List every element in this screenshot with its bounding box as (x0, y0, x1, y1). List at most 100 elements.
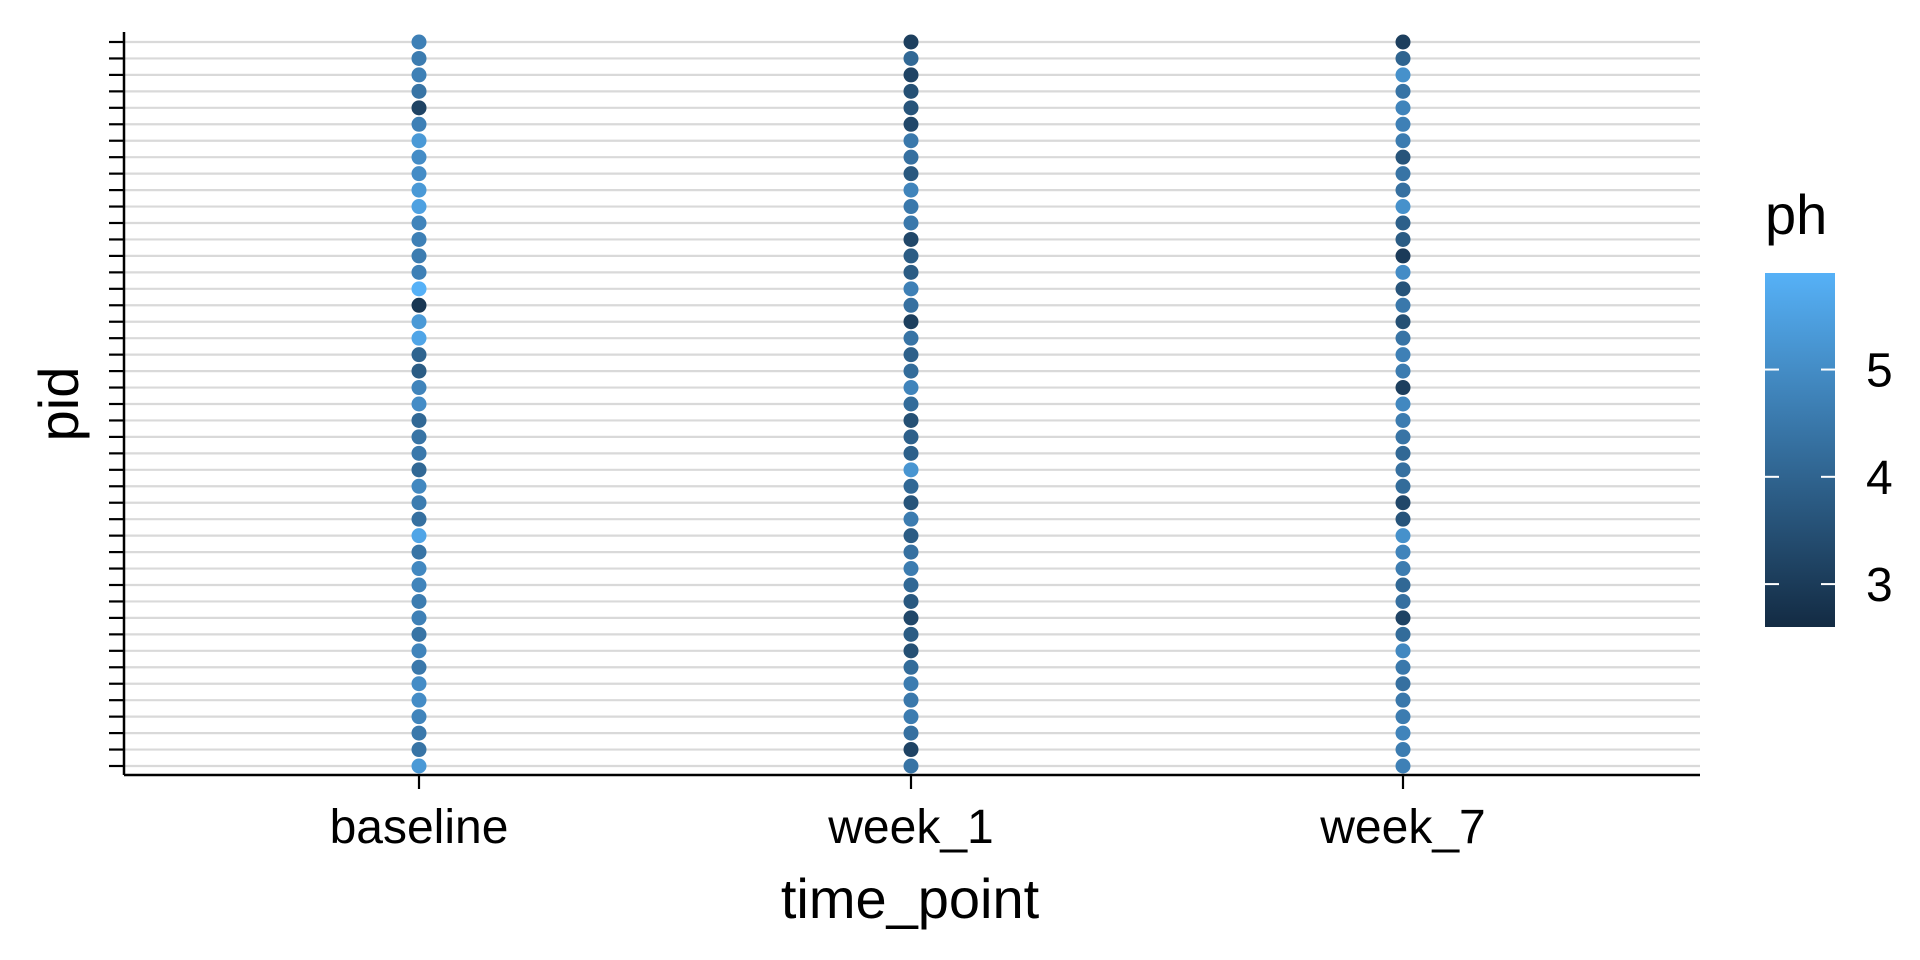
data-point (411, 610, 427, 626)
data-point (411, 692, 427, 708)
legend-title: ph (1765, 183, 1827, 246)
data-point (411, 396, 427, 412)
data-point (903, 166, 919, 182)
data-point (411, 264, 427, 280)
data-point (1395, 100, 1411, 116)
data-point (411, 199, 427, 215)
data-point (1395, 593, 1411, 609)
data-point (903, 495, 919, 511)
data-point (1395, 692, 1411, 708)
data-points (411, 34, 1411, 774)
data-point (903, 215, 919, 231)
y-axis-ticks (109, 40, 124, 768)
data-point (1395, 495, 1411, 511)
data-point (1395, 264, 1411, 280)
data-point (903, 478, 919, 494)
data-point (903, 593, 919, 609)
data-point (903, 248, 919, 264)
data-point (1395, 429, 1411, 445)
data-point (411, 626, 427, 642)
data-point (411, 659, 427, 675)
data-point (1395, 725, 1411, 741)
data-point (903, 330, 919, 346)
data-point (411, 314, 427, 330)
data-point (1395, 347, 1411, 363)
data-point (411, 248, 427, 264)
data-point (1395, 610, 1411, 626)
data-point (1395, 462, 1411, 478)
data-point (1395, 297, 1411, 313)
data-point (411, 462, 427, 478)
x-axis: baseline week_1 week_7 (330, 775, 1486, 854)
data-point (411, 643, 427, 659)
data-point (903, 133, 919, 149)
legend-colorbar (1765, 273, 1835, 627)
x-tick-label: baseline (330, 801, 509, 854)
data-point (1395, 478, 1411, 494)
data-point (1395, 199, 1411, 215)
y-axis-title: pid (27, 367, 90, 442)
data-point (903, 149, 919, 165)
data-point (1395, 166, 1411, 182)
data-point (903, 67, 919, 83)
data-point (903, 528, 919, 544)
data-point (411, 297, 427, 313)
data-point (903, 544, 919, 560)
data-point (903, 758, 919, 774)
data-point (1395, 248, 1411, 264)
data-point (1395, 412, 1411, 428)
data-point (903, 725, 919, 741)
data-point (1395, 314, 1411, 330)
data-point (411, 34, 427, 50)
data-point (411, 100, 427, 116)
data-point (903, 100, 919, 116)
data-point (1395, 396, 1411, 412)
data-point (1395, 215, 1411, 231)
data-point (1395, 231, 1411, 247)
data-point (1395, 709, 1411, 725)
data-point (411, 561, 427, 577)
data-point (1395, 528, 1411, 544)
data-point (411, 742, 427, 758)
data-point (1395, 758, 1411, 774)
data-point (903, 643, 919, 659)
data-point (903, 314, 919, 330)
data-point (411, 231, 427, 247)
data-point (903, 380, 919, 396)
data-point (411, 166, 427, 182)
data-point (411, 83, 427, 99)
data-point (411, 495, 427, 511)
data-point (1395, 363, 1411, 379)
data-point (903, 462, 919, 478)
data-point (903, 199, 919, 215)
data-point (1395, 182, 1411, 198)
data-point (411, 709, 427, 725)
data-point (411, 429, 427, 445)
data-point (1395, 67, 1411, 83)
data-point (903, 264, 919, 280)
data-point (411, 182, 427, 198)
legend-breaks: 3 4 5 (1765, 345, 1893, 612)
data-point (1395, 133, 1411, 149)
data-point (411, 215, 427, 231)
data-point (903, 83, 919, 99)
data-point (411, 330, 427, 346)
data-point (903, 50, 919, 66)
legend-break-label: 5 (1866, 345, 1893, 398)
data-point (903, 676, 919, 692)
data-point (411, 412, 427, 428)
data-point (411, 116, 427, 132)
data-point (411, 50, 427, 66)
data-point (411, 577, 427, 593)
data-point (1395, 50, 1411, 66)
data-point (903, 412, 919, 428)
legend-break-label: 4 (1866, 452, 1893, 505)
data-point (1395, 330, 1411, 346)
data-point (411, 347, 427, 363)
data-point (903, 231, 919, 247)
data-point (903, 445, 919, 461)
data-point (903, 116, 919, 132)
data-point (903, 34, 919, 50)
data-point (1395, 626, 1411, 642)
